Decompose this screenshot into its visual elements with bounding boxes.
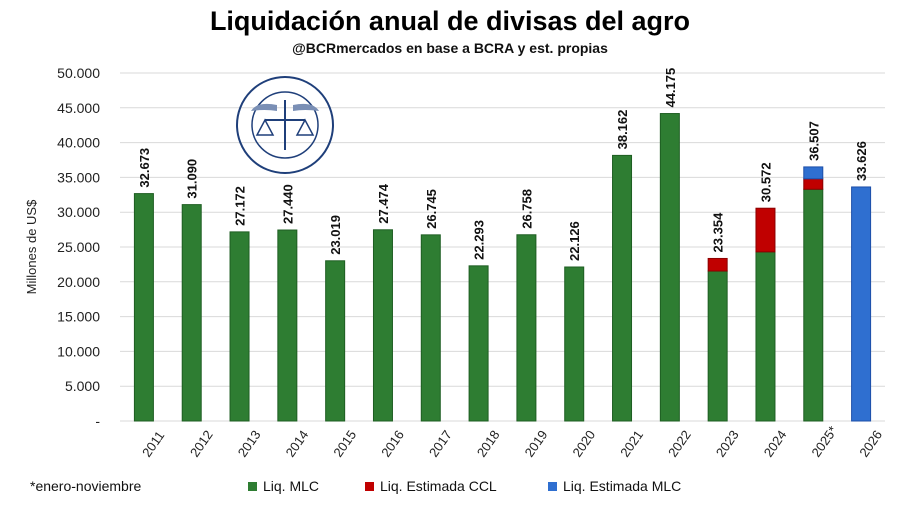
x-tick-label: 2026	[856, 427, 885, 459]
y-tick-label: 50.000	[57, 65, 100, 81]
legend-item-liq-estimada-mlc: Liq. Estimada MLC	[548, 478, 681, 494]
chart-subtitle: @BCRmercados en base a BCRA y est. propi…	[292, 40, 608, 56]
y-tick-label: 40.000	[57, 135, 100, 151]
legend-swatch	[248, 482, 257, 491]
data-label: 31.090	[185, 159, 200, 199]
x-tick-label: 2014	[283, 427, 312, 459]
legend-label: Liq. Estimada MLC	[563, 478, 682, 494]
x-tick-label: 2016	[378, 427, 407, 459]
bar-segment	[803, 166, 824, 180]
bar-segment	[803, 178, 824, 190]
x-tick-label: 2021	[617, 427, 646, 459]
bcr-logo	[236, 76, 334, 174]
x-tick-label: 2011	[139, 428, 167, 460]
bar-segment	[516, 234, 537, 422]
bar-segment	[181, 204, 202, 422]
data-label: 27.474	[376, 183, 391, 224]
bar-segment	[277, 229, 298, 422]
legend-swatch	[548, 482, 557, 491]
bar-segment	[468, 265, 489, 422]
data-label: 23.019	[328, 215, 343, 255]
legend-item-liq-estimada-ccl: Liq. Estimada CCL	[365, 478, 497, 494]
data-label: 27.440	[280, 184, 295, 224]
data-label: 22.293	[472, 220, 487, 260]
chart-title: Liquidación anual de divisas del agro	[209, 6, 691, 36]
bar-segment	[229, 231, 250, 422]
x-tick-label: 2012	[187, 427, 216, 459]
bar-segment	[564, 266, 585, 422]
bar-segment	[851, 186, 872, 422]
y-tick-label: 30.000	[57, 204, 100, 220]
data-label: 26.758	[519, 189, 534, 229]
bar-segment	[420, 234, 441, 422]
bar-segment	[612, 154, 633, 422]
x-tick-label: 2019	[522, 427, 551, 459]
y-tick-label: 45.000	[57, 100, 100, 116]
data-label: 33.626	[854, 141, 869, 181]
legend-label: Liq. MLC	[263, 478, 320, 494]
x-tick-label: 2020	[569, 427, 598, 459]
y-tick-label: -	[95, 413, 100, 429]
y-tick-label: 5.000	[65, 378, 100, 394]
x-tick-label: 2024	[761, 427, 790, 459]
bar-segment	[325, 260, 346, 422]
data-label: 32.673	[137, 148, 152, 188]
x-tick-label: 2013	[235, 427, 264, 459]
x-tick-label: 2023	[713, 427, 742, 459]
data-label: 44.175	[663, 68, 678, 108]
footnote: *enero-noviembre	[30, 478, 142, 494]
x-tick-label: 2022	[665, 427, 694, 459]
y-axis-label: Millones de US$	[24, 199, 39, 294]
data-label: 36.507	[806, 121, 821, 161]
x-tick-label: 2018	[474, 427, 503, 459]
bar-segment	[659, 113, 680, 422]
y-tick-label: 15.000	[57, 309, 100, 325]
y-tick-label: 10.000	[57, 343, 100, 359]
x-tick-label: 2025*	[808, 423, 840, 459]
bar-segment	[707, 257, 728, 272]
data-label: 30.572	[758, 162, 773, 202]
bar-segment	[372, 229, 393, 422]
x-tick-label: 2017	[426, 427, 455, 459]
data-label: 38.162	[615, 110, 630, 150]
data-label: 27.172	[233, 186, 248, 226]
bar-segment	[755, 251, 776, 422]
y-tick-label: 35.000	[57, 169, 100, 185]
legend-label: Liq. Estimada CCL	[380, 478, 497, 494]
data-label: 26.745	[424, 189, 439, 229]
bar-segment	[133, 193, 154, 422]
y-tick-label: 25.000	[57, 239, 100, 255]
data-label: 22.126	[567, 221, 582, 261]
bar-segment	[803, 188, 824, 422]
y-tick-label: 20.000	[57, 274, 100, 290]
legend-swatch	[365, 482, 374, 491]
data-label: 23.354	[711, 212, 726, 253]
x-tick-label: 2015	[330, 427, 359, 459]
bar-segment	[707, 270, 728, 422]
legend-item-liq-mlc: Liq. MLC	[248, 478, 319, 494]
bar-segment	[755, 207, 776, 253]
